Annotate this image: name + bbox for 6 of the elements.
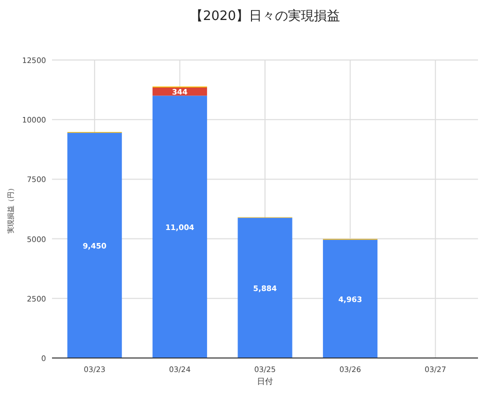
chart-title: 【2020】日々の実現損益 (190, 8, 340, 24)
x-axis-title: 日付 (257, 377, 273, 386)
bar (67, 132, 122, 358)
bar (238, 218, 292, 358)
bar (322, 240, 378, 358)
bar (152, 96, 208, 358)
